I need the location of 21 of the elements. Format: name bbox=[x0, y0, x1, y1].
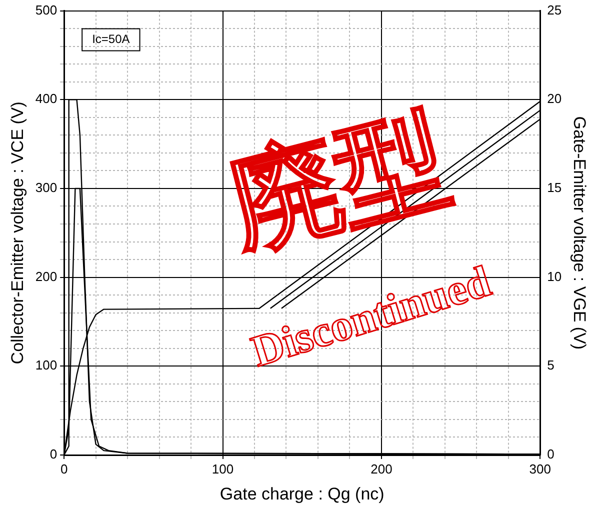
y2-tick-label: 0 bbox=[547, 446, 554, 462]
x-tick-label: 0 bbox=[60, 461, 68, 476]
y2-tick-label: 25 bbox=[547, 2, 562, 18]
y2-tick-label: 15 bbox=[547, 180, 562, 196]
x-tick-label: 100 bbox=[212, 461, 234, 476]
y2-tick-label: 10 bbox=[547, 268, 562, 284]
y2-tick-label: 20 bbox=[547, 91, 562, 106]
x-axis-title: Gate charge : Qg (nc) bbox=[220, 484, 384, 504]
x-tick-label: 200 bbox=[370, 461, 392, 476]
y2-tick-label: 5 bbox=[547, 358, 554, 373]
y-tick-label: 0 bbox=[50, 446, 58, 462]
y-tick-label: 100 bbox=[35, 358, 58, 373]
y-axis-title: Collector-Emitter voltage : VCE (V) bbox=[8, 102, 27, 364]
y2-axis-title: Gate-Emitter voltage : VGE (V) bbox=[570, 116, 590, 350]
y-tick-label: 500 bbox=[35, 2, 58, 18]
y-tick-label: 200 bbox=[35, 268, 58, 284]
y-tick-label: 400 bbox=[35, 91, 58, 106]
x-tick-label: 300 bbox=[529, 461, 551, 476]
annotation: Ic=50A bbox=[92, 32, 130, 46]
annotation: 廃型 bbox=[215, 94, 461, 269]
y-tick-label: 300 bbox=[35, 180, 58, 196]
